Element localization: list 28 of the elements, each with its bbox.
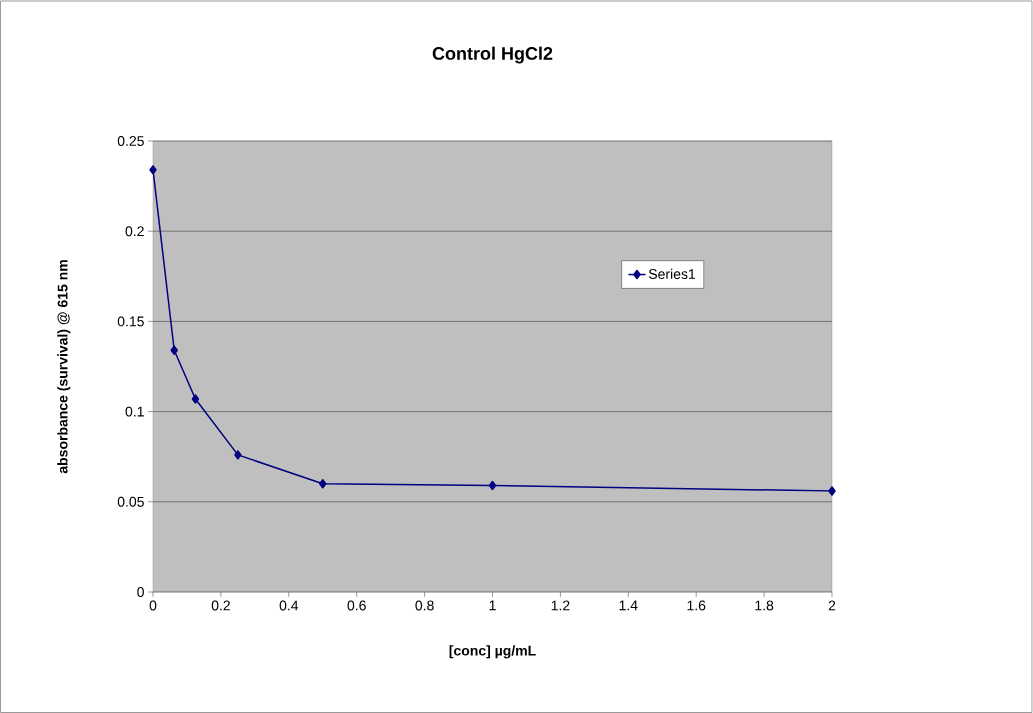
chart-title: Control HgCl2: [432, 46, 553, 64]
x-tick-label: 1.4: [619, 600, 638, 611]
y-tick-label: 0.25: [117, 136, 144, 146]
x-tick-label: 2: [828, 600, 836, 611]
x-tick-label: 1.8: [755, 600, 774, 611]
x-tick-label: 0.8: [415, 600, 434, 611]
point: [828, 486, 836, 496]
x-tick-label: 1.2: [551, 600, 570, 611]
point: [234, 450, 242, 460]
x-tick-label: 0.2: [211, 600, 230, 611]
point: [170, 345, 178, 356]
point: [149, 165, 157, 175]
y-tick-label: 0.2: [125, 226, 144, 237]
x-tick-label: 0.4: [279, 600, 299, 611]
x-tick-label: 0.6: [347, 600, 366, 611]
point: [488, 480, 497, 491]
y-tick-label: 0.15: [117, 316, 144, 327]
point: [191, 394, 200, 404]
y-axis-title: absorbance (survival) @ 615 nm: [57, 260, 71, 474]
x-tick-label: 1.6: [687, 600, 706, 611]
y-tick-label: 0.1: [125, 406, 144, 417]
legend-label: Series1: [648, 268, 696, 279]
y-tick-label: 0: [137, 587, 144, 597]
point: [319, 479, 327, 489]
x-axis-title: [conc] µg/mL: [449, 645, 536, 659]
x-tick-label: 0: [149, 600, 157, 611]
x-tick-label: 1: [489, 600, 496, 611]
y-tick-label: 0.05: [117, 496, 144, 507]
